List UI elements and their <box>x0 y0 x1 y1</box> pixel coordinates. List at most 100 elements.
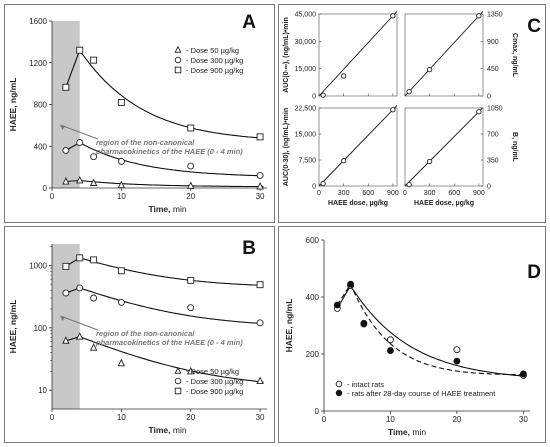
dose-point <box>406 182 412 188</box>
fit-curve-circle <box>65 141 264 177</box>
legend-label: - Dose 50 µg/kg <box>186 46 239 55</box>
panel-letter: A <box>242 12 256 33</box>
y-axis-label: AUC(0-30), (ng/mL)•min <box>283 108 290 186</box>
x-tick-label: 30 <box>256 413 265 422</box>
y-tick-label: 0 <box>312 94 316 101</box>
x-tick-label: 300 <box>424 190 436 197</box>
x-tick-label: 0 <box>50 413 55 422</box>
y-tick-label: 600 <box>306 236 320 245</box>
y-axis-label: HAEE, ng/mL <box>8 300 18 354</box>
circle-point <box>76 284 84 292</box>
triangle-point <box>256 182 264 190</box>
y-axis-label: AUC(0-∞), (ng/mL)•min <box>283 17 290 93</box>
filled-circle-point <box>360 319 368 327</box>
square-point <box>187 124 195 132</box>
x-tick-label: 900 <box>473 190 485 197</box>
legend-marker-circle <box>174 377 182 385</box>
y-axis-label: HAEE, ng/mL <box>8 78 18 132</box>
dose-point <box>390 13 396 19</box>
panel-d <box>278 226 546 443</box>
annotation-line-2: pharmacokinetics of the HAEE (0 - 4 min) <box>95 338 243 347</box>
x-tick-label: 300 <box>338 190 350 197</box>
square-point <box>90 256 98 264</box>
x-axis-label: Time, min <box>148 204 186 214</box>
y-axis-label: HAEE, ng/mL <box>284 299 294 353</box>
y-tick-label: 1000 <box>29 261 47 270</box>
y-tick-label: 22,500 <box>295 106 317 113</box>
legend-marker-circle <box>174 56 182 64</box>
y-tick-label: 350 <box>487 158 499 165</box>
circle-point <box>62 146 70 154</box>
y-tick-label: 1600 <box>29 17 47 26</box>
filled-circle-point <box>453 357 461 365</box>
legend-marker-square <box>174 387 182 395</box>
legend-label: - intact rats <box>347 380 384 389</box>
legend-marker-open-circle <box>335 380 343 388</box>
triangle-point <box>76 332 84 340</box>
y-axis-label: B, ng/mL <box>511 132 518 163</box>
fit-curve-circle <box>65 287 264 325</box>
y-tick-label: 10 <box>38 386 47 395</box>
x-axis-label: Time, min <box>388 427 426 437</box>
x-tick-label: 0 <box>403 190 407 197</box>
legend-label: - Dose 300 µg/kg <box>186 377 243 386</box>
dose-point <box>340 158 347 164</box>
legend-marker-triangle <box>174 45 182 53</box>
y-tick-label: 0 <box>43 184 48 193</box>
filled-circle-point <box>387 347 394 354</box>
open-circle-point <box>453 346 461 354</box>
subplot-frame <box>318 13 398 97</box>
shaded-region <box>52 21 80 188</box>
y-tick-label: 700 <box>487 132 499 139</box>
fit-curve-dashed <box>336 282 527 376</box>
filled-circle-point <box>347 280 354 288</box>
x-tick-label: 0 <box>317 190 321 197</box>
y-tick-label: 450 <box>487 66 499 73</box>
y-tick-label: 400 <box>306 293 320 302</box>
filled-circle-point <box>519 370 527 378</box>
x-tick-label: 30 <box>519 415 528 424</box>
y-tick-label: 7,500 <box>298 158 316 165</box>
open-circle-point <box>387 336 394 344</box>
legend-marker-triangle <box>174 366 182 374</box>
square-point <box>90 56 98 64</box>
panel-letter: B <box>242 238 256 259</box>
panel-letter: C <box>527 16 541 37</box>
y-tick-label: 0 <box>487 184 491 191</box>
y-tick-label: 30,000 <box>295 39 317 46</box>
legend-marker-filled-circle <box>335 389 343 397</box>
triangle-point <box>186 181 195 189</box>
x-tick-label: 0 <box>50 192 55 201</box>
legend-marker-square <box>174 66 182 74</box>
dose-point <box>340 73 347 79</box>
square-point <box>117 267 125 275</box>
x-tick-label: 900 <box>387 190 399 197</box>
dose-point <box>390 107 396 113</box>
y-tick-label: 900 <box>487 39 499 46</box>
fit-curve-square <box>65 48 264 139</box>
regression-line <box>318 11 398 97</box>
dose-point <box>476 109 482 115</box>
circle-point <box>256 172 264 179</box>
legend-label: - rats after 28-day course of HAEE treat… <box>347 389 496 398</box>
triangle-point <box>117 180 126 189</box>
square-point <box>256 133 264 141</box>
circle-point <box>90 153 98 161</box>
fit-curve-square <box>65 257 264 286</box>
dose-point <box>426 66 433 73</box>
x-tick-label: 20 <box>186 413 195 422</box>
panel-b <box>4 226 275 443</box>
panel-c <box>278 4 546 223</box>
dose-point <box>320 180 326 187</box>
x-tick-label: 10 <box>117 413 126 422</box>
triangle-point <box>186 366 195 375</box>
y-tick-label: 15,000 <box>295 132 317 139</box>
subplot-frame <box>404 107 484 187</box>
y-tick-label: 1350 <box>487 12 503 19</box>
fit-curve-solid <box>336 284 527 377</box>
annotation-line-1: region of the non-canonical <box>96 138 195 147</box>
x-tick-label: 30 <box>256 192 265 201</box>
y-tick-label: 100 <box>34 324 48 333</box>
panel-letter: D <box>527 262 541 283</box>
